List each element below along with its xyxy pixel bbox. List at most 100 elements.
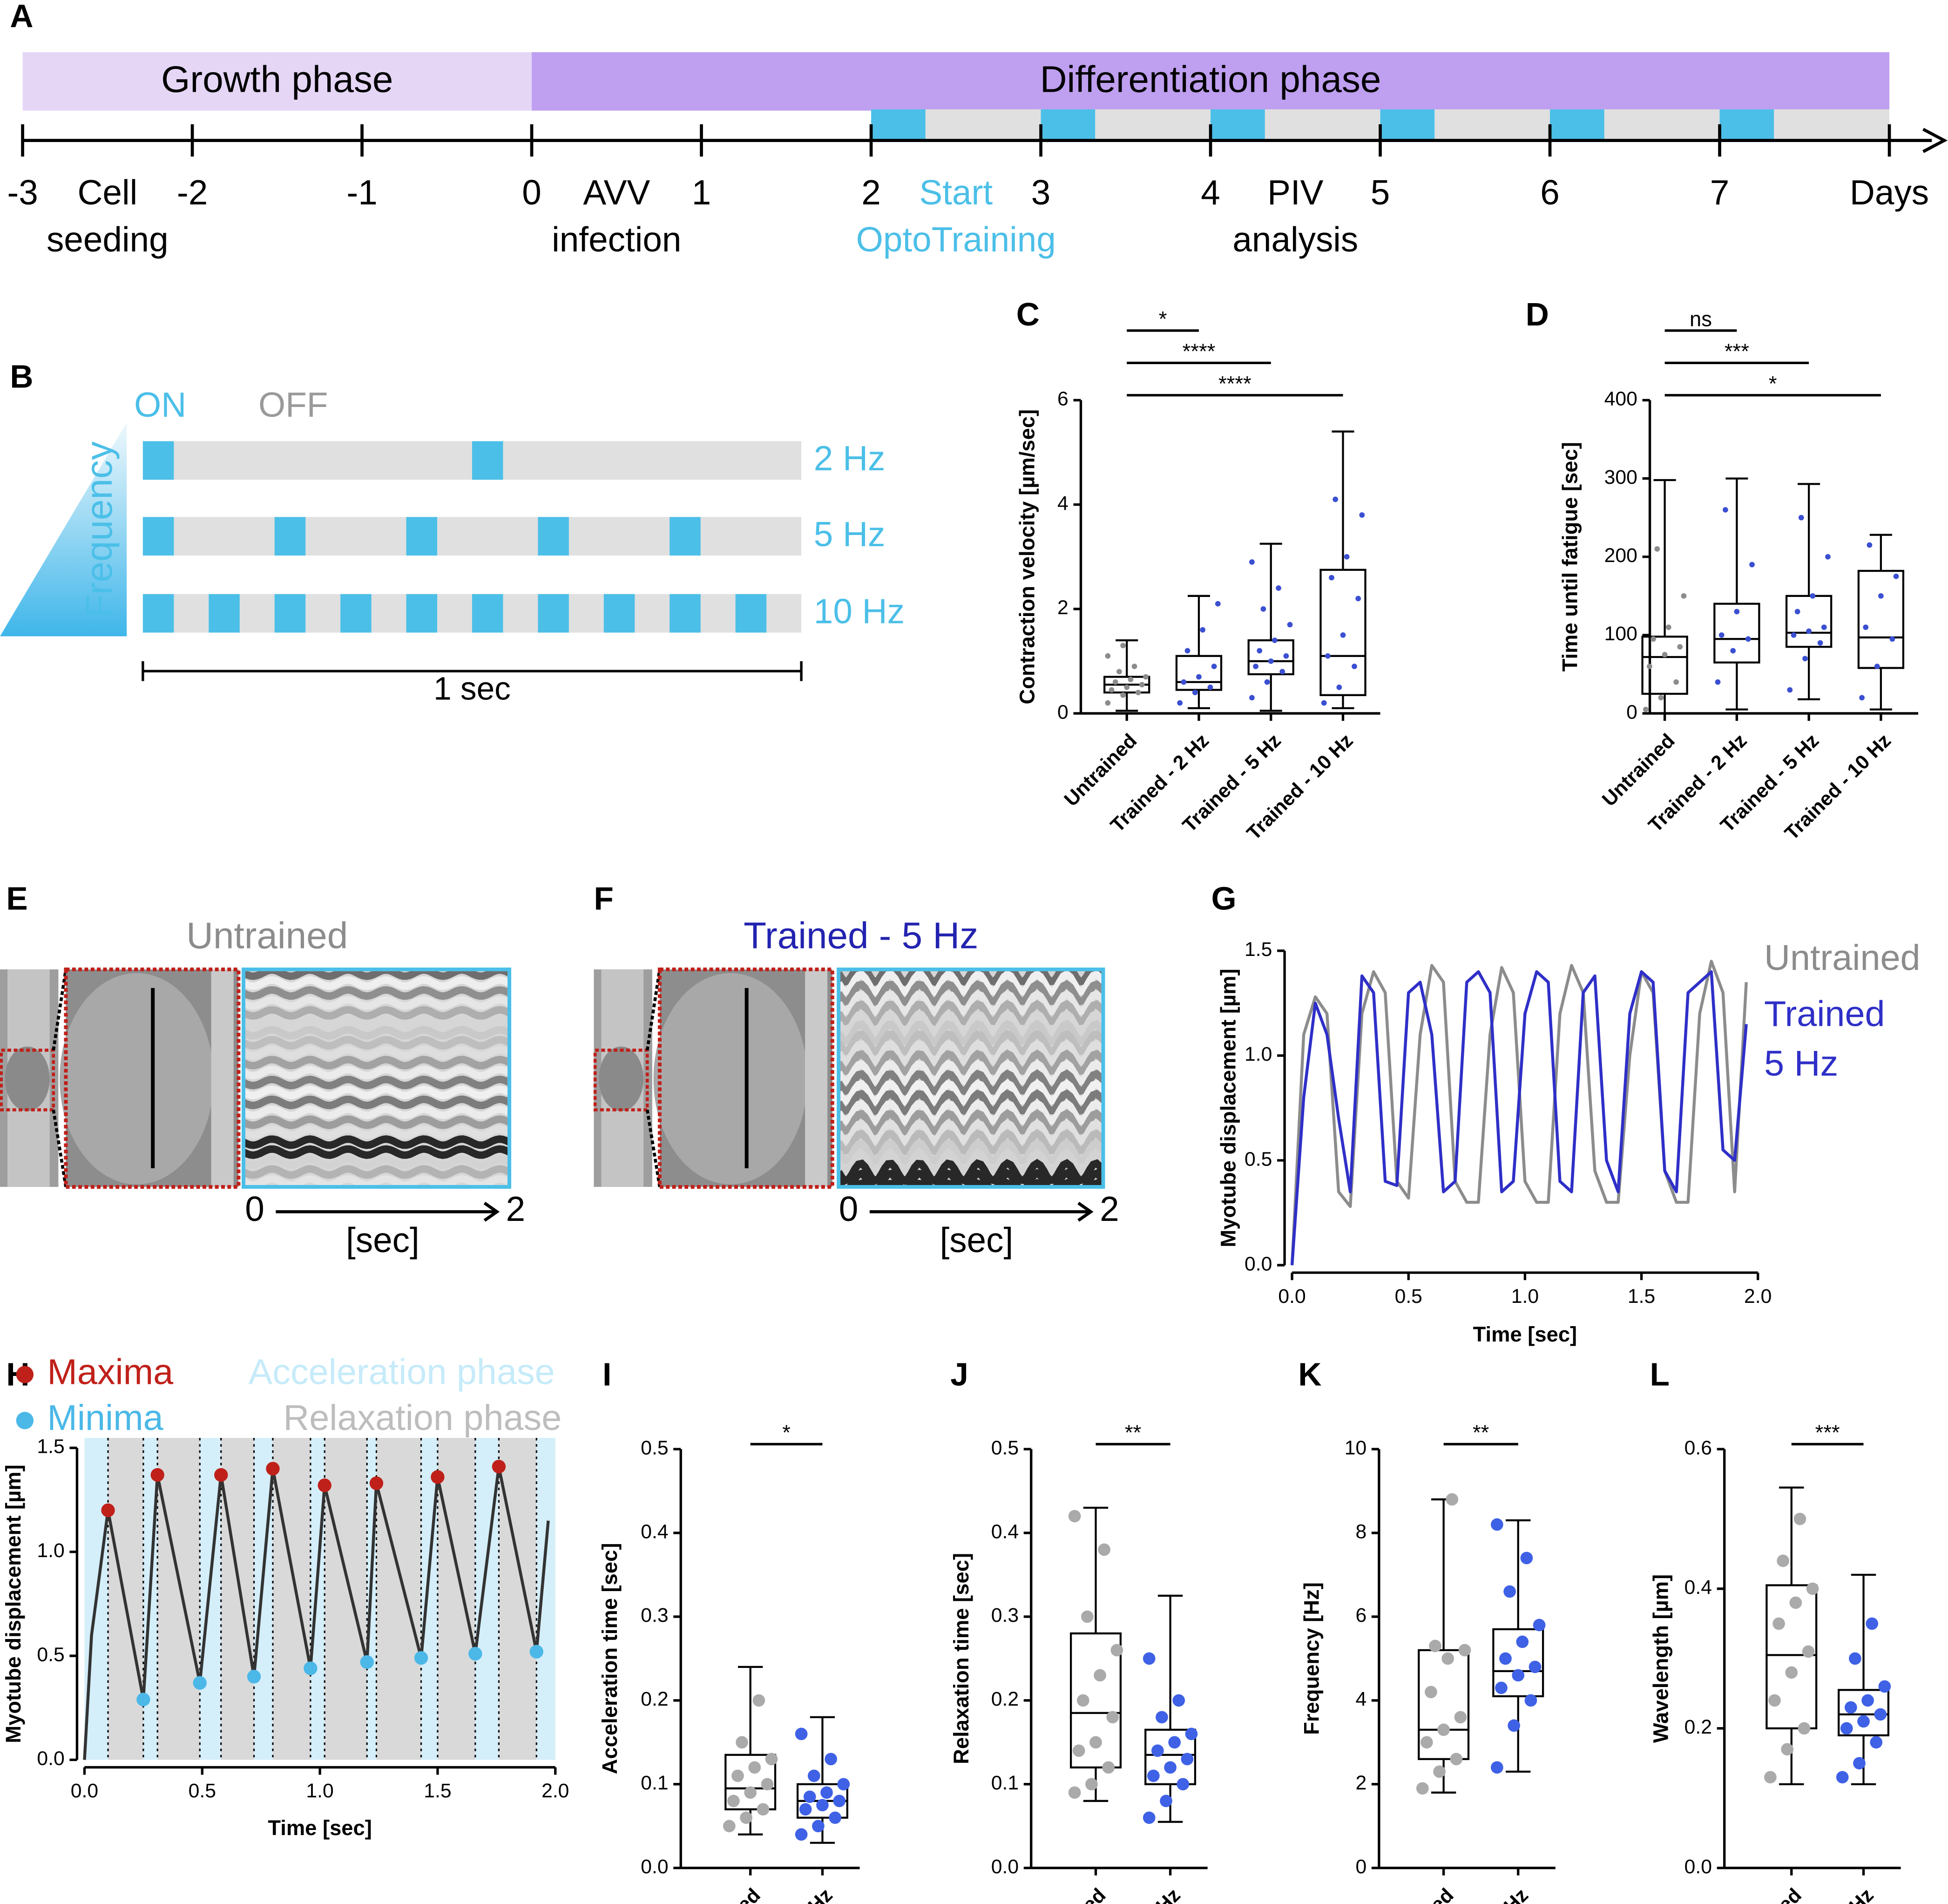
- legend-label: Relaxation phase: [283, 1398, 561, 1438]
- data-point: [1260, 606, 1266, 612]
- y-tick-label: 0.0: [1684, 1856, 1712, 1878]
- data-point: [1772, 1617, 1785, 1630]
- data-point: [1355, 596, 1361, 602]
- box: [1418, 1649, 1470, 1760]
- data-point: [1450, 1753, 1463, 1766]
- y-tick-label: 0.0: [37, 1748, 64, 1770]
- x-tick-label: 0.5: [189, 1780, 216, 1802]
- data-point: [807, 1769, 820, 1782]
- y-tick-label: 0.2: [1684, 1716, 1712, 1738]
- data-point: [1715, 679, 1721, 685]
- kymo-stripe: [243, 996, 510, 1010]
- legend-dot: [16, 1412, 34, 1430]
- data-point: [1131, 664, 1137, 670]
- maxima-point: [150, 1468, 164, 1482]
- event-label: analysis: [1232, 220, 1358, 259]
- phase-band: [325, 1438, 367, 1760]
- data-point: [799, 1803, 812, 1816]
- data-point: [1861, 1694, 1874, 1707]
- kymo-stripe: [839, 1069, 1103, 1096]
- data-point: [1859, 695, 1865, 701]
- kymo-stripe: [839, 1019, 1103, 1046]
- data-point: [1840, 1722, 1853, 1735]
- event-label: AVV: [583, 173, 650, 212]
- phase-band: [536, 1438, 555, 1760]
- kymo-stripe: [839, 1030, 1103, 1056]
- maxima-point: [101, 1503, 115, 1518]
- kymo-stripe: [839, 1039, 1103, 1066]
- maxima-point: [266, 1462, 280, 1476]
- y-tick-label: 400: [1604, 388, 1637, 410]
- data-point: [1177, 700, 1183, 706]
- stim-pulse: [472, 594, 503, 633]
- data-point: [1139, 682, 1145, 688]
- data-point: [1268, 658, 1274, 664]
- data-point: [1793, 1512, 1806, 1525]
- x-tick-label: 2.0: [1744, 1285, 1772, 1308]
- y-tick-label: 0: [1626, 701, 1637, 723]
- data-point: [1446, 1493, 1459, 1506]
- y-tick-label: 1.0: [1245, 1043, 1272, 1065]
- data-point: [1081, 1610, 1094, 1623]
- box: [1144, 1728, 1197, 1785]
- data-point: [1264, 679, 1270, 685]
- data-point: [1164, 1761, 1177, 1774]
- data-point: [1658, 695, 1664, 701]
- data-point: [1106, 1711, 1119, 1724]
- significance-label: *: [1159, 307, 1167, 331]
- data-point: [1665, 624, 1671, 630]
- kymo-stripe: [839, 980, 1103, 1006]
- data-point: [1177, 1778, 1190, 1791]
- x-tick-label: 1.0: [306, 1780, 333, 1802]
- data-point: [1458, 1644, 1471, 1657]
- training-pulse: [1719, 109, 1774, 141]
- zoom-edge: [211, 969, 234, 1187]
- data-point: [1791, 632, 1797, 638]
- data-point: [1673, 679, 1679, 685]
- data-point: [1499, 1652, 1512, 1665]
- data-point: [1344, 554, 1350, 560]
- y-tick-label: 0.5: [1245, 1148, 1272, 1170]
- box: [1785, 595, 1833, 648]
- y-axis-label: Time until fatigue [sec]: [1558, 442, 1582, 671]
- data-point: [1352, 664, 1357, 670]
- data-point: [1806, 628, 1812, 634]
- phase-label: Growth phase: [161, 58, 393, 100]
- data-point: [1120, 692, 1126, 698]
- data-point: [1849, 1652, 1861, 1665]
- data-point: [1359, 512, 1365, 518]
- kymo-stripe: [243, 1095, 510, 1110]
- x-axis-label: Time [sec]: [1473, 1322, 1577, 1346]
- kymo-stripe: [839, 1079, 1103, 1106]
- data-point: [820, 1786, 833, 1799]
- data-point: [1730, 648, 1736, 654]
- kymo-title: Untrained: [186, 915, 348, 956]
- y-tick-label: 0.1: [641, 1772, 668, 1794]
- maxima-point: [318, 1478, 331, 1492]
- stim-pulse: [274, 594, 306, 633]
- phase-bar: [532, 52, 1890, 111]
- box: [1641, 636, 1688, 695]
- data-point: [1135, 690, 1141, 696]
- frequency-row-label: 10 Hz: [814, 591, 905, 630]
- y-tick-label: 10: [1345, 1436, 1366, 1459]
- box: [1247, 639, 1294, 676]
- y-tick-label: 0.4: [641, 1520, 668, 1543]
- off-label: OFF: [258, 385, 328, 424]
- x-tick-label: 1.5: [1628, 1285, 1655, 1308]
- kymo-title: Trained - 5 Hz: [744, 915, 978, 956]
- myotube-bulge: [5, 1046, 50, 1111]
- kymo-arrow: [1077, 1201, 1094, 1222]
- significance-label: ****: [1218, 372, 1251, 395]
- data-point: [1798, 1722, 1811, 1735]
- kymo-stripe: [839, 1059, 1103, 1086]
- data-point: [1200, 627, 1206, 633]
- box: [1857, 569, 1905, 669]
- data-point: [1181, 1753, 1194, 1766]
- y-axis-label: Contraction velocity [µm/sec]: [1015, 409, 1039, 705]
- y-tick-label: 4: [1355, 1688, 1366, 1710]
- data-point: [1128, 677, 1134, 683]
- x-tick-label: 0.0: [1278, 1285, 1305, 1308]
- event-label: infection: [552, 220, 681, 259]
- y-tick-label: 6: [1355, 1604, 1366, 1626]
